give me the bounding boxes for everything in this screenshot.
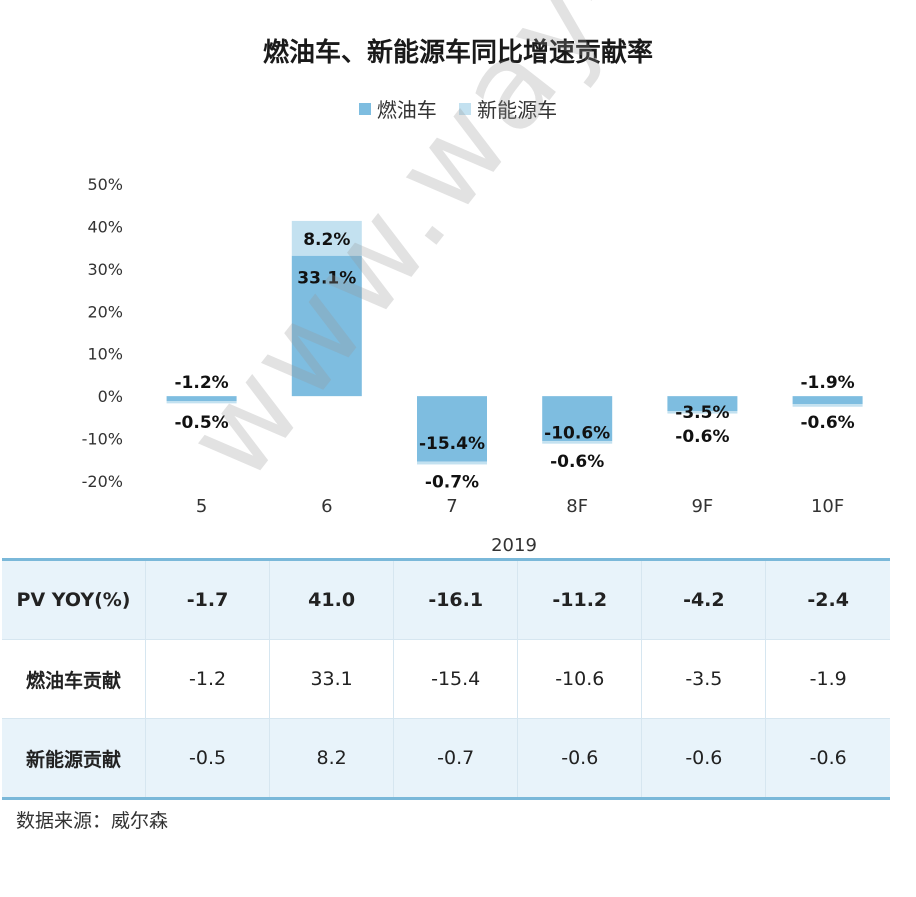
- table-cell: 33.1: [269, 639, 394, 719]
- data-label-fuel: -3.5%: [675, 403, 729, 423]
- table-cell: 8.2: [269, 718, 394, 799]
- table-cell: -0.7: [393, 718, 518, 799]
- data-label-nev: -0.5%: [174, 413, 228, 433]
- x-tick-label: 5: [196, 496, 207, 517]
- y-tick-label: 20%: [87, 302, 123, 321]
- table-cell: -0.6: [517, 718, 642, 799]
- x-tick-label: 9F: [691, 496, 713, 517]
- legend-label-nev: 新能源车: [477, 98, 558, 122]
- y-tick-label: -10%: [82, 430, 123, 449]
- data-label-nev: -0.6%: [550, 452, 604, 472]
- row-header: 燃油车贡献: [2, 639, 146, 719]
- table-cell: -1.9: [765, 639, 890, 719]
- y-tick-label: 50%: [87, 175, 123, 194]
- y-tick-label: 40%: [87, 217, 123, 236]
- table-row: 燃油车贡献 -1.2 33.1 -15.4 -10.6 -3.5 -1.9: [2, 639, 890, 719]
- bar-nev: [417, 461, 487, 465]
- bar-fuel: [542, 396, 613, 442]
- y-tick-label: 0%: [98, 387, 123, 406]
- bar-nev: [166, 401, 237, 404]
- bar-fuel: [417, 396, 487, 462]
- bar-chart: 50% 40% 30% 20% 10% 0% -10% -20% 5 -1.2% -0.5% 6 33.…: [82, 175, 863, 556]
- legend-item-nev: 新能源车: [459, 94, 557, 123]
- data-label-fuel: -10.6%: [544, 424, 610, 444]
- data-label-fuel: -1.9%: [800, 373, 854, 393]
- bar-nev: [792, 404, 863, 407]
- y-tick-label: 10%: [87, 345, 123, 364]
- legend-swatch-fuel: [358, 102, 371, 115]
- data-label-nev: -0.6%: [800, 413, 854, 433]
- y-tick-label: -20%: [82, 472, 123, 491]
- data-label-nev: 8.2%: [303, 230, 350, 250]
- table-cell: -1.2: [144, 639, 270, 719]
- legend-item-fuel: 燃油车: [358, 94, 437, 123]
- bar-nev: [667, 410, 738, 414]
- data-label-fuel: -1.2%: [174, 373, 228, 393]
- table-cell: -2.4: [765, 559, 890, 640]
- table-cell: -0.6: [641, 718, 766, 799]
- row-header: 新能源贡献: [2, 718, 146, 799]
- data-label-fuel: 33.1%: [297, 269, 356, 289]
- legend-swatch-nev: [459, 102, 472, 115]
- table-cell: -0.5: [144, 718, 270, 799]
- table-cell: -1.7: [144, 559, 270, 640]
- table-cell: -4.2: [641, 559, 766, 640]
- chart-legend: 燃油车 新能源车: [0, 94, 916, 123]
- x-axis-label: 2019: [491, 535, 537, 556]
- legend-label-fuel: 燃油车: [376, 98, 437, 122]
- x-tick-label: 10F: [811, 496, 844, 517]
- bar-fuel: [792, 396, 863, 405]
- table-row: PV YOY(%) -1.7 41.0 -16.1 -11.2 -4.2 -2.4: [2, 559, 890, 640]
- data-table: PV YOY(%) -1.7 41.0 -16.1 -11.2 -4.2 -2.4 燃油车贡献…: [2, 558, 890, 800]
- table-cell: -16.1: [393, 559, 518, 640]
- row-header: PV YOY(%): [2, 559, 146, 640]
- bar-fuel: [667, 396, 738, 411]
- bar-nev: [542, 441, 613, 444]
- data-label-fuel: -15.4%: [419, 434, 485, 454]
- x-tick-label: 8F: [566, 496, 588, 517]
- bar-fuel: [166, 396, 237, 402]
- table-cell: -15.4: [393, 639, 518, 719]
- table-cell: 41.0: [269, 559, 394, 640]
- x-tick-label: 7: [446, 496, 457, 517]
- y-tick-label: 30%: [87, 260, 123, 279]
- table-cell: -3.5: [641, 639, 766, 719]
- x-tick-label: 6: [321, 496, 332, 517]
- data-label-nev: -0.7%: [425, 472, 479, 492]
- table-cell: -10.6: [517, 639, 642, 719]
- bar-nev: [291, 220, 362, 256]
- data-label-nev: -0.6%: [675, 427, 729, 447]
- source-note: 数据来源：威尔森: [16, 810, 169, 832]
- chart-title: 燃油车、新能源车同比增速贡献率: [262, 38, 653, 68]
- table-cell: -11.2: [517, 559, 642, 640]
- table-row: 新能源贡献 -0.5 8.2 -0.7 -0.6 -0.6 -0.6: [2, 718, 890, 799]
- table-cell: -0.6: [765, 718, 890, 799]
- bar-fuel: [291, 255, 362, 397]
